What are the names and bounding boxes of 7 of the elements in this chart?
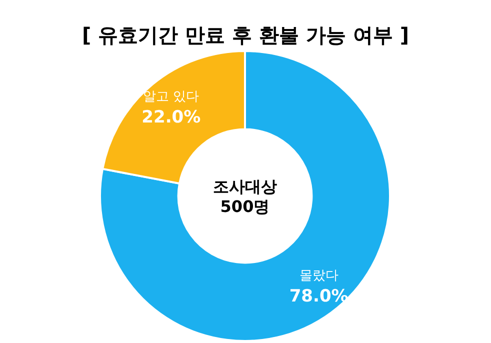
data-label: 78.0% bbox=[289, 286, 348, 306]
text: 조사대상 bbox=[213, 177, 277, 196]
data-label: 22.0% bbox=[142, 108, 201, 128]
slice-label: 알고 있다 bbox=[143, 90, 200, 105]
slice-label: 몰랐다 bbox=[299, 268, 338, 284]
text: 500명 bbox=[220, 197, 270, 216]
chart-title: [ 유효기간 만료 후 환불 가능 여부 ] bbox=[82, 23, 410, 47]
